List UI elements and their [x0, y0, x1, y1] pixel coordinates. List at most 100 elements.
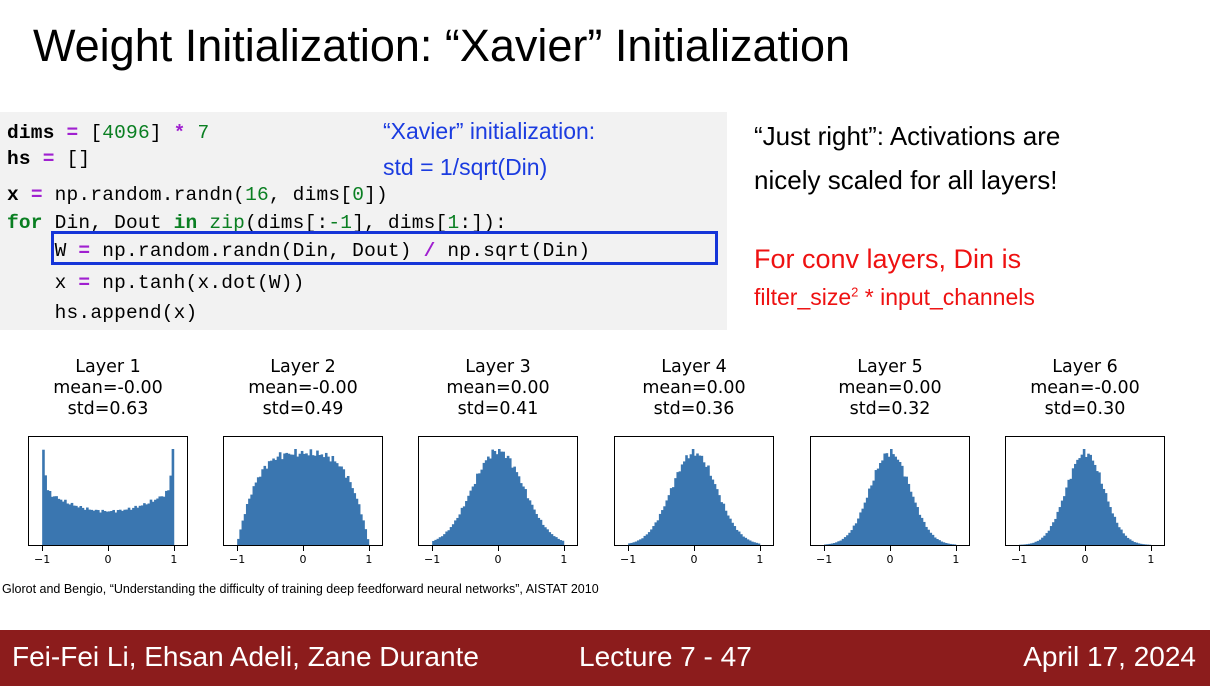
tick-mark: [1085, 546, 1086, 551]
code-block: [0, 112, 727, 330]
histogram-bar: [1025, 544, 1029, 545]
histogram-bar: [533, 509, 536, 545]
histogram-bar: [263, 465, 267, 545]
histogram-bar: [724, 510, 728, 545]
histogram-bar: [753, 542, 756, 545]
layer-4-std-label: std=0.36: [653, 399, 735, 419]
histogram-bar: [140, 505, 144, 545]
histogram-bar: [676, 472, 680, 545]
histogram-bar: [663, 506, 666, 545]
histogram-bar: [270, 460, 273, 545]
histogram-bar: [292, 454, 295, 545]
x-axis-layer-4: −1 0 1: [614, 546, 774, 571]
histogram-bar: [471, 486, 475, 545]
histogram-bar: [650, 529, 653, 545]
histogram-bar: [151, 501, 155, 545]
histogram-bar: [700, 455, 704, 545]
histogram-bar: [857, 518, 860, 545]
histogram-bar: [1095, 471, 1099, 545]
histogram-bar: [64, 499, 67, 545]
histogram-bar: [487, 456, 490, 545]
histogram-bar: [360, 514, 363, 545]
histogram-bar: [630, 542, 633, 545]
layer-5-title: Layer 5: [857, 357, 923, 377]
histogram-bar: [524, 489, 527, 545]
footer-bar: Fei-Fei Li, Ehsan Adeli, Zane Durante Le…: [0, 630, 1210, 686]
histogram-bar: [311, 455, 315, 545]
histogram-bar: [77, 507, 80, 545]
histogram-bar: [1069, 478, 1073, 545]
layer-1-std-label: std=0.63: [67, 399, 149, 419]
histogram-bar: [285, 452, 289, 545]
histogram-bar: [561, 540, 565, 545]
histogram-bar: [165, 490, 168, 545]
footer-authors: Fei-Fei Li, Ehsan Adeli, Zane Durante: [12, 641, 479, 672]
histogram-bar: [636, 540, 640, 545]
histogram-bar: [628, 543, 631, 545]
histogram-bar: [737, 531, 741, 545]
histogram-bar: [1049, 526, 1053, 545]
histogram-bar: [678, 471, 682, 545]
red-text-line-2: filter_size2 * input_channels: [754, 284, 1035, 310]
histogram-bar: [929, 532, 933, 545]
tick-label: 1: [952, 553, 960, 566]
histogram-bar: [1065, 487, 1068, 545]
histogram-bar: [1023, 544, 1027, 545]
histogram-bar: [1054, 518, 1057, 545]
histogram-bar: [300, 450, 304, 545]
histogram-bar: [947, 543, 950, 545]
histogram-bar: [1052, 522, 1055, 545]
histogram-bar: [711, 479, 715, 545]
histogram-bar: [824, 544, 827, 545]
histogram-bar: [559, 540, 563, 545]
histogram-bar: [519, 483, 523, 545]
layer-4-mean-label: mean=0.00: [642, 378, 746, 398]
histogram-bar: [454, 520, 457, 545]
histogram-bar: [689, 454, 693, 545]
histogram-bar: [863, 502, 867, 545]
layer-1-title: Layer 1: [75, 357, 141, 377]
histogram-bar: [826, 544, 829, 545]
histogram-bar: [79, 506, 83, 545]
layer-3-mean-label: mean=0.00: [446, 378, 550, 398]
histogram-bar: [925, 526, 928, 545]
right-text-line-1: “Just right”: Activations are: [754, 121, 1061, 151]
histogram-bar: [865, 497, 869, 545]
histogram-bar: [92, 510, 96, 545]
histogram-bar: [498, 449, 501, 545]
histogram-bar: [506, 455, 510, 545]
histogram-layer-5: [810, 436, 970, 546]
histogram-bar: [552, 536, 556, 545]
histogram-bar: [335, 463, 339, 545]
histogram-bar: [90, 509, 94, 545]
histogram-bar: [920, 517, 924, 545]
layer-4-title: Layer 4: [661, 357, 727, 377]
histogram-bar: [1102, 488, 1106, 545]
histogram-bar: [134, 505, 137, 545]
histogram-bar: [83, 509, 87, 545]
histogram-bar: [267, 461, 271, 545]
histogram-bar: [1041, 537, 1044, 545]
histogram-bar: [539, 519, 543, 545]
histogram-bar: [434, 539, 437, 545]
histogram-bar: [443, 534, 446, 545]
histogram-bar: [707, 465, 710, 545]
histogram-bar: [1076, 459, 1079, 545]
histogram-bar: [751, 541, 754, 545]
histogram-bar: [88, 509, 91, 545]
histogram-bar: [1091, 460, 1095, 545]
histogram-bar: [1133, 542, 1136, 545]
histogram-bar: [50, 496, 54, 545]
histogram-bar: [53, 496, 56, 545]
histogram-bar: [493, 450, 497, 545]
histogram-bar: [364, 529, 368, 545]
histogram-bar: [634, 541, 638, 545]
histogram-bar: [278, 452, 282, 545]
histogram-bar: [447, 530, 451, 545]
histogram-bar: [881, 460, 884, 545]
histogram-bar: [256, 477, 260, 545]
tick-mark: [1019, 546, 1021, 551]
histogram-bar: [1063, 496, 1066, 545]
histogram-bar: [340, 466, 343, 545]
histogram-bar: [156, 498, 159, 545]
